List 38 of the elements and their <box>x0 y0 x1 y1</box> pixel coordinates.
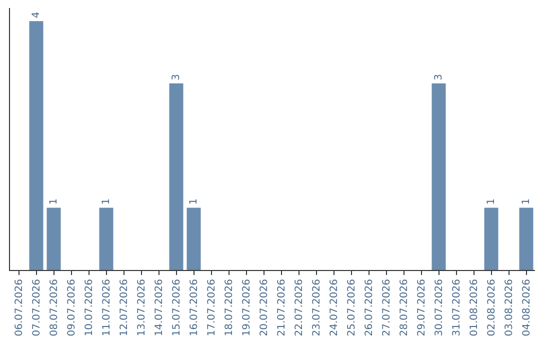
data-label: 1 <box>48 198 60 205</box>
x-tick-label: 07.07.2026 <box>32 279 42 336</box>
x-tick-label: 15.07.2026 <box>172 279 182 336</box>
data-label: 1 <box>486 198 497 205</box>
x-tick-label: 29.07.2026 <box>416 279 428 336</box>
x-tick-label: 09.07.2026 <box>66 279 78 336</box>
x-tick-label: 20.07.2026 <box>259 279 270 336</box>
x-tick-label: 19.07.2026 <box>242 279 252 336</box>
x-tick-label: 13.07.2026 <box>136 279 148 336</box>
x-tick-label: 22.07.2026 <box>294 279 305 336</box>
x-tick-label: 26.07.2026 <box>364 279 375 336</box>
x-tick-label: 04.08.2026 <box>522 279 532 336</box>
x-tick-label: 31.07.2026 <box>452 279 462 336</box>
x-tick-label: 11.07.2026 <box>102 279 112 336</box>
x-tick-label: 28.07.2026 <box>399 279 410 336</box>
x-tick-label: 17.07.2026 <box>206 279 218 336</box>
data-label: 3 <box>433 74 444 80</box>
data-label: 1 <box>188 198 200 205</box>
x-tick-label: 18.07.2026 <box>224 279 235 336</box>
x-tick-label: 06.07.2026 <box>14 279 25 336</box>
x-tick-label: 14.07.2026 <box>154 279 165 336</box>
x-tick-label: 16.07.2026 <box>189 279 200 336</box>
x-tick-label: 25.07.2026 <box>346 279 358 336</box>
x-tick-label: 01.08.2026 <box>469 279 480 336</box>
x-tick-label: 02.08.2026 <box>486 279 498 336</box>
x-tick-label: 23.07.2026 <box>312 279 322 336</box>
x-tick-label: 12.07.2026 <box>119 279 130 336</box>
data-label: 1 <box>520 198 532 205</box>
x-tick-label: 10.07.2026 <box>84 279 95 336</box>
x-tick-label: 03.08.2026 <box>504 279 515 336</box>
data-label: 4 <box>30 12 42 18</box>
x-tick-label: 24.07.2026 <box>329 279 340 336</box>
x-tick-label: 27.07.2026 <box>382 279 392 336</box>
x-tick-label: 08.07.2026 <box>49 279 60 336</box>
x-tick-label: 21.07.2026 <box>276 279 288 336</box>
x-tick-label: 30.07.2026 <box>434 279 445 336</box>
data-label: 3 <box>170 74 182 80</box>
data-label: 1 <box>100 198 112 205</box>
